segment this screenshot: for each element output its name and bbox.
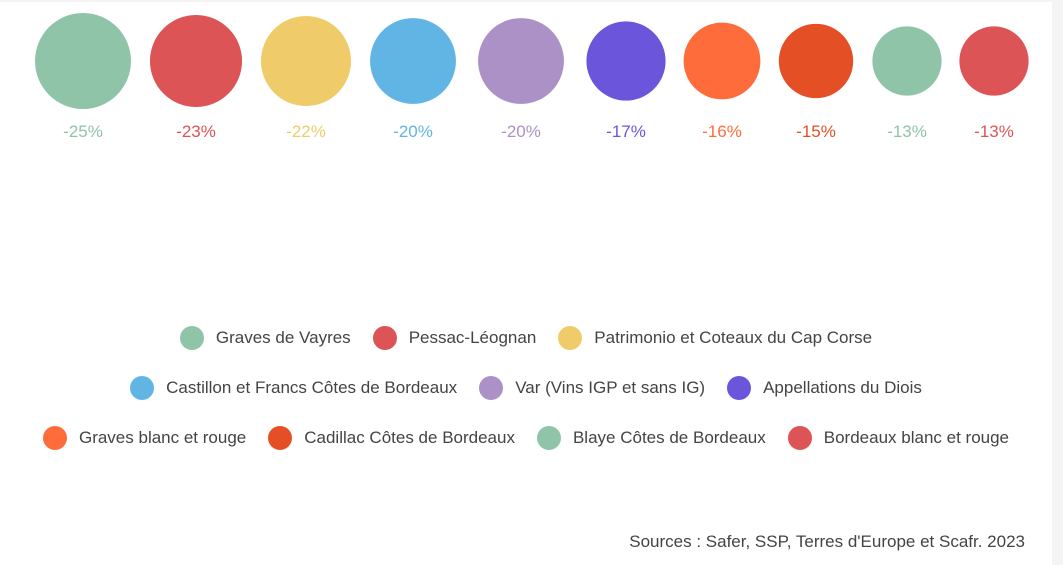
bubble-chart: -25% -23% -22% -20% -20% -17% -16% -15% -13% -13%: [35, 13, 1029, 141]
legend-label: Pessac-Léognan: [408, 328, 537, 347]
data-label: -20%: [393, 122, 433, 141]
legend-label: Graves blanc et rouge: [78, 428, 247, 447]
legend-label: Appellations du Diois: [763, 378, 922, 397]
data-label: -16%: [702, 122, 742, 141]
legend-item[interactable]: Cadillac Côtes de Bordeaux: [268, 426, 515, 450]
legend-row: Castillon et Francs Côtes de Bordeaux Var…: [0, 376, 1052, 400]
bubble[interactable]: [872, 26, 942, 96]
legend-dot-icon: [42, 426, 67, 450]
legend-dot-icon: [536, 426, 561, 450]
data-label: -13%: [974, 122, 1014, 141]
legend-dot-icon: [727, 376, 752, 400]
data-label: -13%: [887, 122, 927, 141]
legend-item[interactable]: Graves de Vayres: [179, 326, 351, 350]
legend-dot-icon: [558, 326, 583, 350]
legend-dot-icon: [179, 326, 204, 350]
legend-dot-icon: [268, 426, 293, 450]
bubble[interactable]: [586, 21, 666, 101]
data-label: -17%: [606, 122, 646, 141]
bubble[interactable]: [778, 23, 854, 99]
legend-label: Patrimonio et Coteaux du Cap Corse: [594, 328, 873, 347]
bubble[interactable]: [149, 14, 243, 108]
legend-item[interactable]: Appellations du Diois: [727, 376, 922, 400]
bubble[interactable]: [370, 18, 456, 104]
legend-label: Graves de Vayres: [215, 328, 351, 347]
legend-dot-icon: [130, 376, 155, 400]
legend-dot-icon: [787, 426, 812, 450]
legend-dot-icon: [479, 376, 504, 400]
legend-label: Castillon et Francs Côtes de Bordeaux: [166, 378, 458, 397]
legend-label: Cadillac Côtes de Bordeaux: [304, 428, 515, 447]
legend-label: Blaye Côtes de Bordeaux: [572, 428, 766, 447]
legend-label: Var (Vins IGP et sans IG): [515, 378, 706, 397]
bubble[interactable]: [683, 22, 761, 100]
data-label: -22%: [286, 122, 326, 141]
legend-dot-icon: [372, 326, 397, 350]
bubble[interactable]: [260, 15, 352, 107]
bubble[interactable]: [959, 26, 1029, 96]
legend-label: Bordeaux blanc et rouge: [823, 428, 1010, 447]
data-label: -20%: [501, 122, 541, 141]
data-label: -15%: [796, 122, 836, 141]
legend-item[interactable]: Graves blanc et rouge: [42, 426, 247, 450]
legend-item[interactable]: Patrimonio et Coteaux du Cap Corse: [558, 326, 872, 350]
data-label: -23%: [176, 122, 216, 141]
bubble[interactable]: [478, 18, 564, 104]
legend-item[interactable]: Var (Vins IGP et sans IG): [479, 376, 705, 400]
legend-item[interactable]: Bordeaux blanc et rouge: [787, 426, 1010, 450]
legend-item[interactable]: Castillon et Francs Côtes de Bordeaux: [130, 376, 457, 400]
bubble[interactable]: [35, 13, 131, 109]
data-label: -25%: [63, 122, 103, 141]
legend-item[interactable]: Blaye Côtes de Bordeaux: [536, 426, 766, 450]
sources-note: Sources : Safer, SSP, Terres d'Europe et…: [629, 532, 1025, 551]
legend-item[interactable]: Pessac-Léognan: [372, 326, 537, 350]
legend-row: Graves de Vayres Pessac-Léognan Patrimonio…: [0, 326, 1052, 350]
legend-row: Graves blanc et rouge Cadillac Côtes de B…: [0, 426, 1052, 450]
